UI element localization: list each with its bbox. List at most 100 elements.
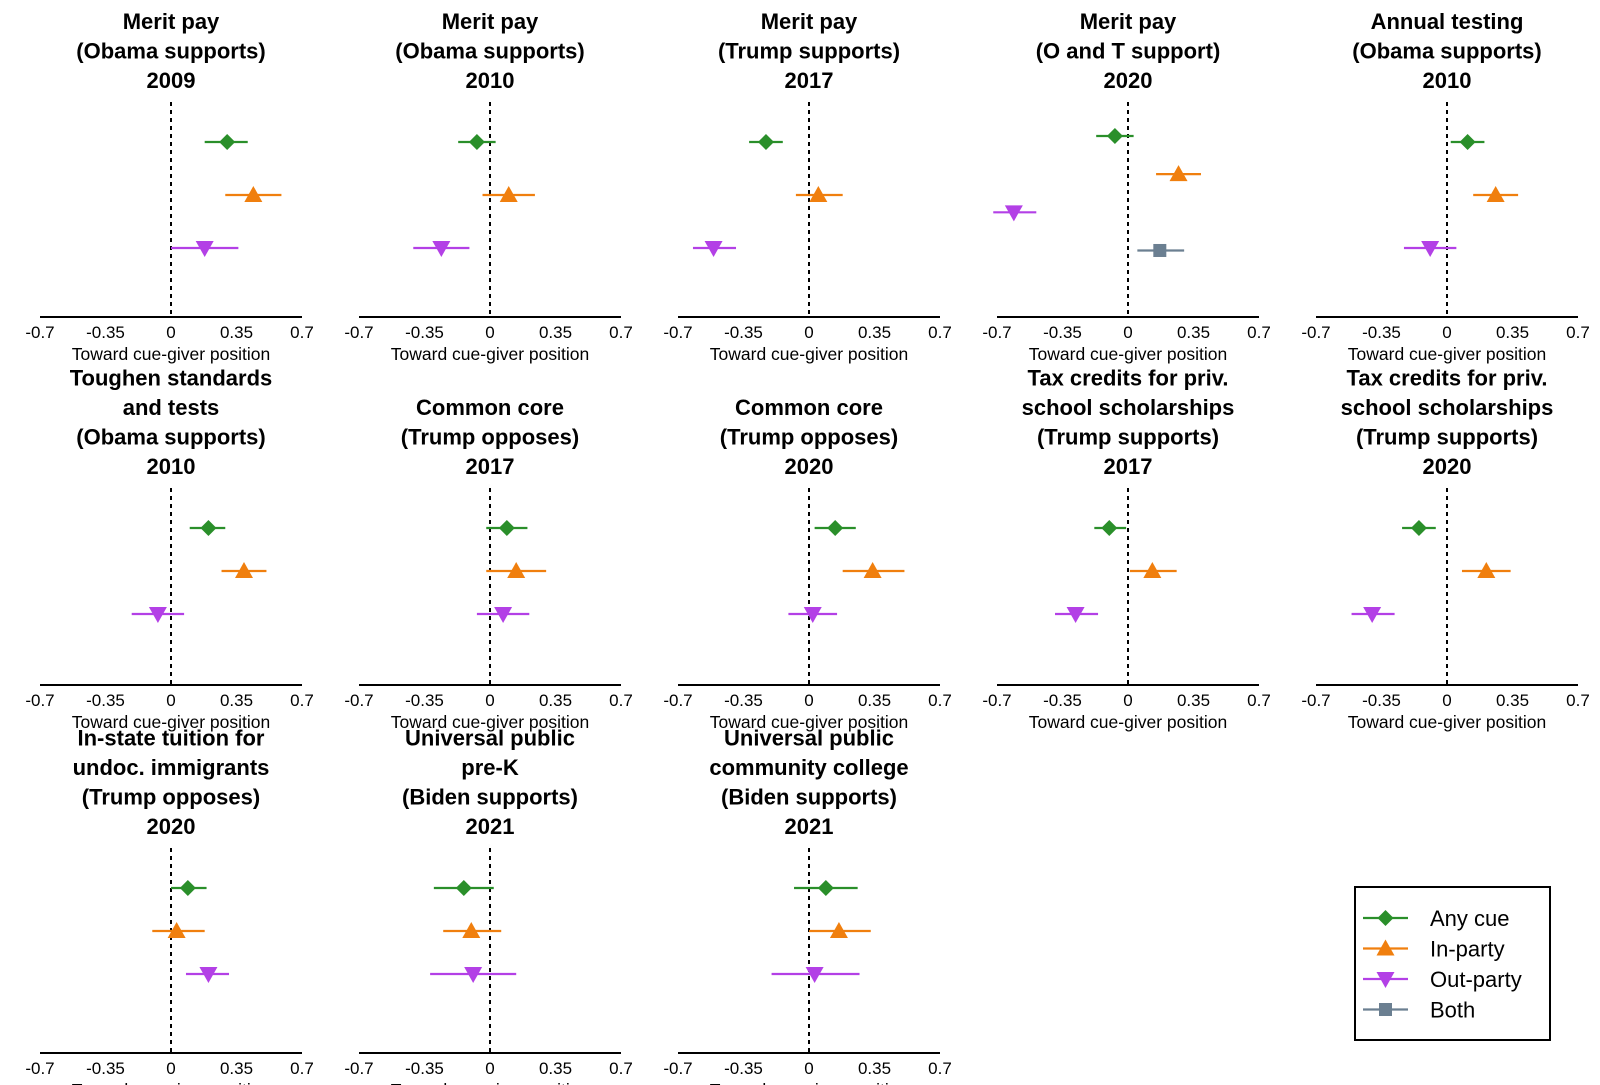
any-cue-point [468, 134, 485, 150]
x-tick-label: 0 [485, 691, 494, 710]
panel-title-line: (Obama supports) [1352, 39, 1541, 64]
legend-label-in-party: In-party [1430, 937, 1505, 962]
in-party-point [1143, 562, 1162, 578]
x-tick-label: 0 [1442, 323, 1451, 342]
in-party-point [507, 562, 526, 578]
any-cue-point [498, 520, 515, 536]
x-tick-label: 0 [166, 1059, 175, 1078]
x-tick-label: 0 [1123, 323, 1132, 342]
x-tick-label: -0.7 [25, 323, 54, 342]
legend-marker-any-cue [1377, 910, 1394, 926]
out-party-point [704, 241, 723, 257]
out-party-point [195, 241, 214, 257]
panel-title-line: Universal public [405, 726, 575, 751]
panel-4: Merit pay (O and T support) 2020 -0.7 -0.35 0… [982, 9, 1270, 364]
x-tick-label: -0.35 [86, 323, 125, 342]
in-party-point [1486, 186, 1505, 202]
panel-title-line: (Trump opposes) [82, 785, 260, 810]
x-tick-label: -0.35 [724, 691, 763, 710]
out-party-point [803, 607, 822, 623]
panel-title-line: 2020 [785, 454, 834, 479]
out-party-point [1421, 241, 1440, 257]
in-party-point [462, 922, 481, 938]
panel-title-line: Annual testing [1371, 9, 1524, 34]
panel-title-line: school scholarships [1341, 395, 1554, 420]
x-tick-label: 0 [804, 691, 813, 710]
panel-title-line: (Trump supports) [718, 39, 900, 64]
panel-3: Merit pay (Trump supports) 2017 -0.7 -0.35 0 0… [663, 9, 951, 364]
any-cue-point [179, 880, 196, 896]
panel-10: Tax credits for priv. school scholarships… [1301, 366, 1589, 733]
panel-title-line: Tax credits for priv. [1028, 366, 1229, 391]
panel-title-line: (Trump opposes) [401, 425, 579, 450]
x-tick-label: 0.7 [609, 1059, 633, 1078]
panel-title-line: (Biden supports) [721, 785, 897, 810]
any-cue-point [1101, 520, 1118, 536]
x-tick-label: -0.35 [405, 691, 444, 710]
x-tick-label: 0 [166, 323, 175, 342]
x-tick-label: 0 [166, 691, 175, 710]
out-party-point [1004, 205, 1023, 222]
x-tick-label: -0.7 [344, 1059, 373, 1078]
x-tick-label: 0.35 [539, 691, 572, 710]
legend-label-any-cue: Any cue [1430, 906, 1510, 931]
panel-title-line: community college [709, 755, 908, 780]
x-tick-label: 0.7 [1566, 323, 1590, 342]
legend-marker-both [1379, 1003, 1392, 1016]
x-tick-label: -0.7 [344, 323, 373, 342]
x-tick-label: 0.35 [220, 691, 253, 710]
panel-title-line: Toughen standards [70, 366, 273, 391]
any-cue-point [200, 520, 217, 536]
any-cue-point [827, 520, 844, 536]
panel-title-line: 2017 [785, 68, 834, 93]
x-tick-label: -0.7 [25, 691, 54, 710]
panel-title-line: Merit pay [442, 9, 539, 34]
x-tick-label: -0.35 [1043, 323, 1082, 342]
x-axis-label: Toward cue-giver position [72, 1080, 270, 1085]
x-tick-label: 0.7 [928, 691, 952, 710]
x-axis-label: Toward cue-giver position [1029, 344, 1227, 364]
x-tick-label: -0.7 [663, 323, 692, 342]
panel-title-line: Common core [416, 395, 564, 420]
panel-12: Universal public pre-K (Biden supports) 202… [344, 726, 632, 1085]
panel-title-line: 2017 [466, 454, 515, 479]
panel-title-line: 2010 [147, 454, 196, 479]
panel-title-line: Merit pay [761, 9, 858, 34]
panel-title-line: 2020 [147, 814, 196, 839]
panel-title-line: (Trump supports) [1356, 425, 1538, 450]
in-party-point [863, 562, 882, 578]
out-party-point [805, 967, 824, 983]
x-tick-label: -0.35 [1043, 691, 1082, 710]
in-party-point [1169, 165, 1188, 182]
x-tick-label: 0.35 [539, 1059, 572, 1078]
x-tick-label: -0.7 [663, 1059, 692, 1078]
x-tick-label: 0.7 [609, 691, 633, 710]
out-party-point [199, 967, 218, 983]
out-party-point [494, 607, 513, 623]
panel-title-line: 2010 [1423, 68, 1472, 93]
x-tick-label: -0.35 [405, 323, 444, 342]
in-party-point [829, 922, 848, 938]
x-axis-label: Toward cue-giver position [710, 1080, 908, 1085]
panel-6: Toughen standards and tests (Obama support… [25, 366, 313, 733]
x-tick-label: -0.35 [1362, 323, 1401, 342]
x-tick-label: 0 [485, 1059, 494, 1078]
x-tick-label: 0.35 [1177, 691, 1210, 710]
x-tick-label: 0.7 [609, 323, 633, 342]
panel-title-line: 2017 [1104, 454, 1153, 479]
panel-7: Common core (Trump opposes) 2017 -0.7 -0.35 0… [344, 395, 632, 732]
x-tick-label: 0 [1442, 691, 1451, 710]
x-tick-label: 0 [804, 1059, 813, 1078]
panel-title-line: undoc. immigrants [73, 755, 270, 780]
x-tick-label: -0.7 [982, 691, 1011, 710]
x-tick-label: -0.7 [1301, 323, 1330, 342]
legend-marker-out-party [1376, 972, 1395, 988]
out-party-point [1066, 607, 1085, 623]
in-party-point [1477, 562, 1496, 578]
in-party-point [167, 922, 186, 938]
panel-title-line: (Trump opposes) [720, 425, 898, 450]
x-tick-label: 0.7 [928, 1059, 952, 1078]
panel-5: Annual testing (Obama supports) 2010 -0.7 -0… [1301, 9, 1589, 364]
any-cue-point [1410, 520, 1427, 536]
